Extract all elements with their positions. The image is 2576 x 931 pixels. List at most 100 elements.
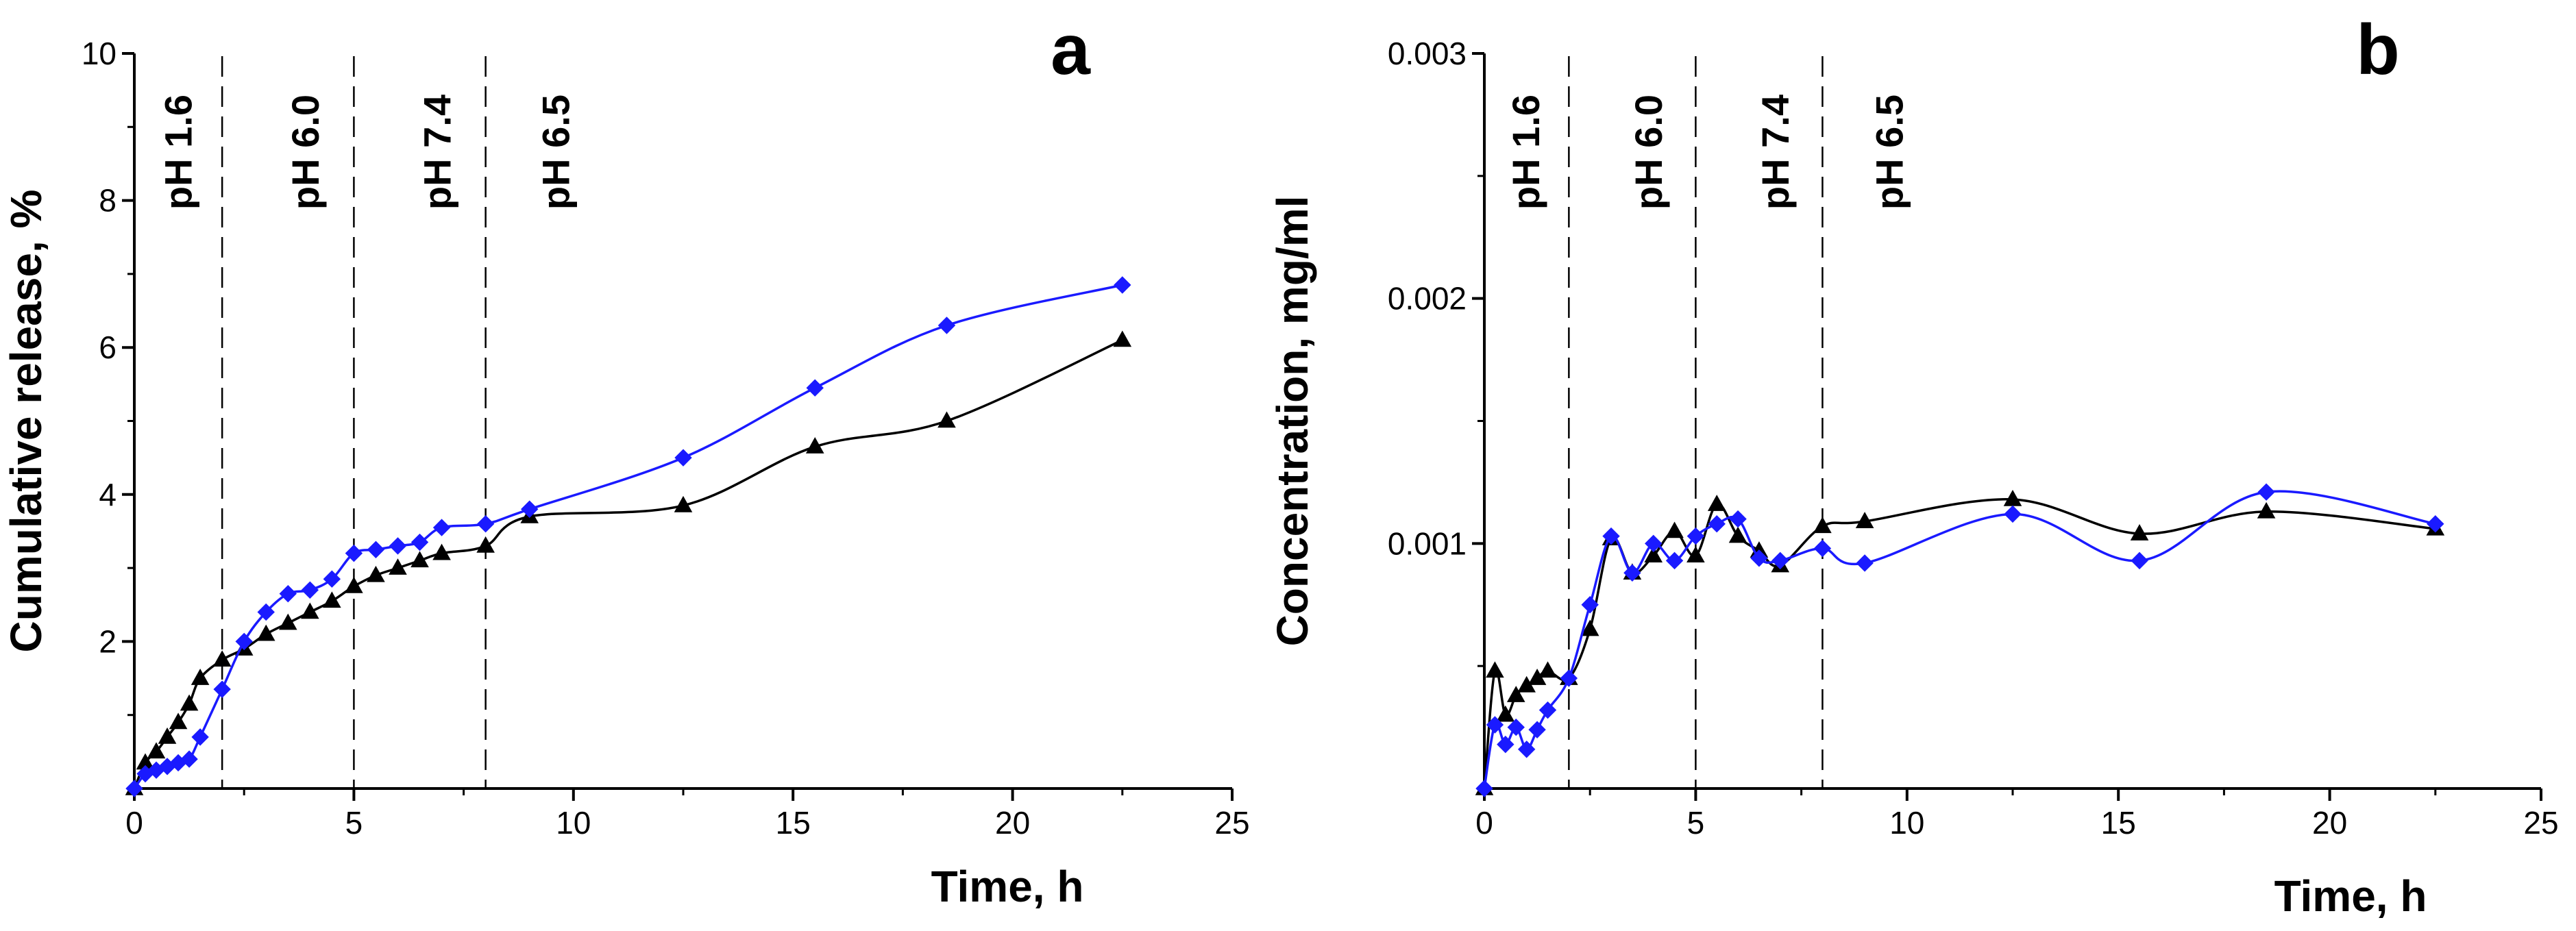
data-point-diamond — [323, 570, 341, 588]
data-point-diamond — [1665, 551, 1684, 570]
data-point-diamond — [1538, 701, 1557, 719]
panel-letter: b — [2356, 10, 2400, 90]
data-point-diamond — [2131, 551, 2148, 570]
phase-label: pH 7.4 — [1754, 95, 1797, 210]
series-line-triangle — [133, 338, 1123, 789]
data-point-diamond — [1602, 527, 1620, 545]
series-line-diamond — [133, 284, 1123, 790]
x-tick-label: 5 — [345, 805, 363, 841]
data-point-triangle — [301, 602, 319, 619]
y-tick-label: 0.002 — [1388, 281, 1467, 316]
data-point-diamond — [257, 603, 275, 621]
data-point-triangle — [169, 712, 188, 730]
data-point-diamond — [1517, 741, 1536, 758]
data-point-diamond — [1528, 721, 1546, 738]
data-point-diamond — [1497, 735, 1514, 754]
data-point-triangle — [256, 624, 275, 641]
data-point-diamond — [301, 581, 319, 599]
data-point-diamond — [1729, 510, 1747, 528]
data-point-diamond — [1645, 534, 1663, 553]
x-tick-label: 0 — [1475, 805, 1493, 841]
data-point-triangle — [1506, 686, 1525, 702]
data-point-diamond — [235, 632, 253, 651]
phase-label: pH 1.6 — [156, 95, 199, 210]
data-point-diamond — [1486, 716, 1504, 734]
data-point-diamond — [345, 544, 363, 562]
chart-panel-b: 0 5 10 15 20 25 0.001 0.002 0.003 pH 1.6 pH 6.0 pH … — [1268, 10, 2559, 921]
data-point-diamond — [1475, 780, 1493, 797]
data-point-diamond — [213, 680, 231, 698]
data-point-diamond — [2004, 505, 2022, 523]
data-point-triangle — [1496, 705, 1515, 722]
data-point-diamond — [191, 728, 209, 746]
data-point-triangle — [1813, 517, 1832, 534]
phase-label: pH 6.0 — [1627, 95, 1670, 210]
data-point-triangle — [2130, 524, 2149, 541]
data-point-diamond — [1560, 669, 1578, 687]
data-point-diamond — [1708, 515, 1726, 533]
data-point-triangle — [1580, 619, 1599, 636]
data-point-triangle — [1728, 526, 1747, 543]
data-point-diamond — [521, 500, 539, 518]
data-point-diamond — [1856, 554, 1874, 572]
data-point-diamond — [389, 537, 407, 555]
y-tick-label: 6 — [99, 330, 116, 365]
data-point-triangle — [410, 551, 429, 568]
data-point-diamond — [806, 379, 824, 397]
phase-label: pH 6.5 — [534, 95, 577, 210]
data-point-diamond — [1581, 596, 1599, 614]
data-point-diamond — [1114, 276, 1131, 294]
data-point-triangle — [180, 694, 199, 711]
y-tick-label: 10 — [82, 36, 116, 71]
x-tick-label: 20 — [2312, 805, 2347, 841]
data-point-diamond — [2257, 483, 2275, 501]
data-point-triangle — [1665, 521, 1684, 538]
data-point-triangle — [674, 495, 693, 512]
data-point-triangle — [476, 536, 495, 553]
panel-letter: a — [1051, 10, 1091, 90]
x-tick-label: 25 — [2523, 805, 2558, 841]
data-point-triangle — [158, 727, 177, 744]
data-point-triangle — [278, 613, 297, 630]
data-point-diamond — [937, 316, 956, 334]
data-point-triangle — [191, 669, 210, 685]
data-point-diamond — [125, 780, 143, 797]
phase-label: pH 1.6 — [1504, 95, 1547, 210]
x-tick-label: 10 — [1889, 805, 1924, 841]
data-point-diamond — [1750, 549, 1768, 567]
y-tick-label: 8 — [99, 183, 116, 219]
x-tick-label: 25 — [1214, 805, 1249, 841]
data-point-diamond — [180, 750, 198, 768]
chart-panel-a: 0 5 10 15 20 25 2 4 6 8 10 pH 1.6 pH 6.0 pH 7.4 pH 6.5… — [1, 10, 1250, 911]
data-point-triangle — [323, 591, 341, 608]
y-tick-label: 0.001 — [1388, 525, 1467, 561]
data-point-triangle — [1113, 330, 1132, 347]
data-point-triangle — [1486, 661, 1504, 678]
phase-label: pH 6.5 — [1868, 95, 1911, 210]
x-tick-label: 15 — [776, 805, 811, 841]
y-tick-label: 2 — [99, 623, 116, 659]
data-point-triangle — [345, 576, 363, 593]
data-point-diamond — [279, 584, 297, 603]
y-tick-label: 4 — [99, 477, 116, 512]
data-point-triangle — [2003, 489, 2022, 506]
phase-label: pH 7.4 — [415, 95, 458, 210]
data-point-diamond — [674, 449, 692, 467]
x-tick-label: 15 — [2101, 805, 2136, 841]
data-point-diamond — [1771, 551, 1789, 570]
data-point-triangle — [432, 543, 451, 560]
x-axis-title: Time, h — [931, 862, 1084, 911]
series-line-diamond — [1483, 490, 2436, 789]
data-point-diamond — [410, 533, 429, 551]
x-tick-label: 0 — [125, 805, 143, 841]
phase-label: pH 6.0 — [284, 95, 327, 210]
data-point-triangle — [147, 742, 166, 759]
x-tick-label: 20 — [995, 805, 1030, 841]
data-point-diamond — [1813, 539, 1832, 558]
data-point-triangle — [1855, 512, 1874, 528]
data-point-triangle — [805, 437, 824, 454]
data-point-triangle — [1686, 546, 1705, 563]
data-point-triangle — [1644, 546, 1663, 563]
data-point-triangle — [389, 558, 407, 575]
